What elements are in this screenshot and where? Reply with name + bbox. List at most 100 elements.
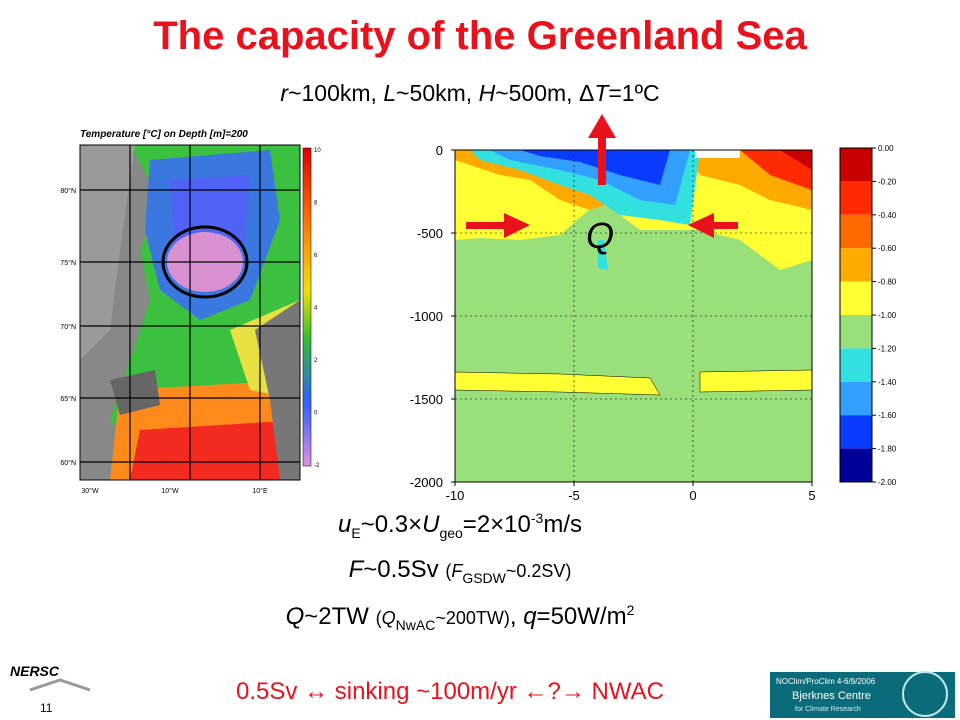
- formula-part: T: [594, 80, 609, 106]
- y-tick-label: -1500: [410, 392, 443, 407]
- norway: [255, 300, 300, 480]
- formula-part: (: [445, 561, 452, 581]
- q-label: Q: [586, 215, 614, 256]
- colorbar-label: 0: [314, 411, 318, 417]
- formula-part: Q: [381, 608, 396, 628]
- lon-label: 30°W: [81, 487, 99, 495]
- formula-part: Q: [285, 603, 305, 630]
- formula-part: NwAC: [395, 616, 436, 633]
- conclusion: 0.5Sv ↔ sinking ~100m/yr ←?→ NWAC: [236, 678, 664, 705]
- greenland: [80, 145, 135, 360]
- lon-label: 10°W: [161, 487, 179, 495]
- formula-part: F: [348, 556, 364, 583]
- formula-part: u: [337, 511, 352, 538]
- formula-part: m/s: [543, 511, 582, 538]
- formula-part: =1ºC: [608, 80, 660, 106]
- colorbar-segment: [840, 281, 872, 315]
- arrow-right-head: [504, 213, 530, 238]
- arrow-up: [598, 135, 606, 185]
- formula-part: q: [523, 603, 537, 630]
- formula-part: =2×10: [462, 511, 531, 538]
- map-border: [79, 144, 301, 481]
- colorbar-label: 10: [314, 148, 321, 154]
- section-ticks: -10 -5 0 5 0 -500 -1000 -1500 -2000: [410, 143, 816, 503]
- map-labels: 80°N 75°N 70°N 65°N 60°N 30°W 10°W 10°E 10 8 6 4 2 0 -…: [60, 148, 321, 495]
- slide-number: 11: [40, 701, 53, 715]
- equation: F~0.5Sv (FGSDW~0.2SV): [0, 556, 920, 586]
- colorbar-label: -0.80: [878, 278, 897, 287]
- formula-part: H: [478, 80, 496, 106]
- formula-part: ~0.3×: [360, 511, 423, 538]
- y-tick-label: -1000: [410, 309, 443, 324]
- formula-part: ~0.2SV): [505, 561, 572, 581]
- colorbar-label: -1.40: [878, 378, 897, 387]
- map-title: Temperature [°C] on Depth [m]=200: [80, 129, 248, 140]
- equation: uE~0.3×Ugeo=2×10-3m/s: [0, 510, 920, 541]
- formula-part: geo: [439, 524, 463, 541]
- plume: [598, 240, 608, 270]
- formula-part: -3: [530, 510, 544, 526]
- warm-core: [130, 420, 300, 480]
- y-tick-label: -500: [417, 226, 443, 241]
- x-tick-label: 0: [689, 488, 696, 503]
- colorbar-label: 0.00: [878, 144, 894, 153]
- colorbar-label: -2: [314, 463, 320, 469]
- map-colorbar: [302, 147, 312, 467]
- formula-part: ,: [509, 603, 524, 630]
- badge: NOClim/ProClim 4-6/9/2006: [776, 677, 876, 686]
- colorbar-label: -0.40: [878, 211, 897, 220]
- colorbar-segment: [840, 348, 872, 382]
- formula-part: E: [351, 524, 361, 541]
- colorbar-segment: [840, 381, 872, 416]
- colorbar-segment: [840, 148, 872, 182]
- formula-part: ~0.5Sv: [363, 556, 446, 583]
- x-tick-label: -10: [446, 488, 465, 503]
- deep-yellow: [699, 369, 813, 393]
- colorbar-label: -0.60: [878, 244, 897, 253]
- slide-title: The capacity of the Greenland Sea: [153, 14, 807, 58]
- highlight-ellipse: [161, 225, 249, 299]
- colorbar-segment: [840, 448, 872, 482]
- arrow-right: [466, 222, 506, 229]
- formula-part: ~200TW): [435, 608, 510, 628]
- logo-right-box: [770, 672, 955, 718]
- logo-left: NERSC: [10, 663, 60, 679]
- band-blue: [520, 150, 670, 185]
- formula-part: L: [383, 80, 397, 106]
- gap: [695, 150, 740, 158]
- arrow-up-head: [588, 114, 616, 138]
- colorbar-segment: [840, 415, 872, 449]
- formula-part: 2: [626, 602, 635, 618]
- section-plot: -10 -5 0 5 0 -500 -1000 -1500 -2000 0.00 -0.20 -0.…: [410, 114, 897, 503]
- map: Temperature [°C] on Depth [m]=200 80°N 75…: [60, 128, 321, 495]
- colorbar-label: 8: [314, 201, 318, 207]
- colorbar-label: -1.20: [878, 344, 897, 353]
- x-tick-label: 5: [808, 488, 815, 503]
- formula-part: ~500m, Δ: [495, 80, 595, 106]
- band-red: [740, 150, 812, 190]
- section-colorbar: 0.00 -0.20 -0.40 -0.60 -0.80 -1.00 -1.20 -1.40 -…: [839, 144, 897, 487]
- formula-part: (: [375, 608, 382, 628]
- formula-part: =50W/m: [536, 603, 627, 630]
- logo-spiral: [902, 671, 948, 717]
- lat-label: 75°N: [60, 259, 76, 267]
- lat-label: 80°N: [60, 187, 76, 195]
- formula-part: F: [451, 561, 463, 581]
- colorbar-segment: [840, 315, 872, 349]
- y-tick-label: 0: [436, 143, 443, 158]
- formula-part: r: [280, 80, 289, 106]
- colorbar-segment: [840, 248, 872, 282]
- lon-label: 10°E: [252, 487, 268, 495]
- colorbar-label: -1.80: [878, 445, 897, 454]
- colorbar-label: 6: [314, 253, 318, 259]
- logo-swoosh: [29, 678, 91, 692]
- lat-label: 70°N: [60, 323, 76, 331]
- formula-part: GSDW: [462, 569, 506, 586]
- band-darkred: [780, 150, 812, 170]
- lat-label: 60°N: [60, 459, 76, 467]
- parameters: r~100km, L~50km, H~500m, ΔT=1ºC: [0, 80, 940, 107]
- colorbar-label: -2.00: [878, 478, 897, 487]
- colorbar-label: 2: [314, 358, 318, 364]
- y-tick-label: -2000: [410, 475, 443, 490]
